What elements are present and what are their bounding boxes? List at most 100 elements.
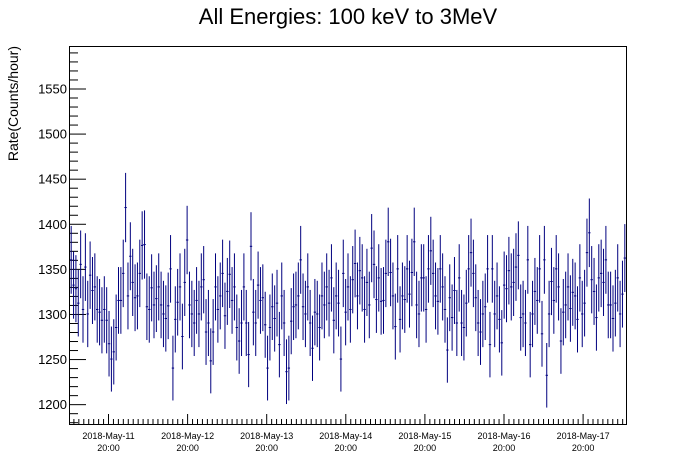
data-point	[344, 278, 347, 346]
data-point	[138, 239, 141, 308]
data-point	[150, 254, 153, 322]
data-point	[491, 235, 494, 303]
x-tick-time-label: 20:00	[335, 443, 358, 453]
data-point	[517, 221, 520, 290]
data-point	[100, 287, 104, 354]
data-point	[543, 225, 546, 294]
data-point	[287, 335, 291, 401]
data-point	[145, 273, 149, 341]
data-point	[122, 239, 125, 308]
data-point	[235, 294, 238, 361]
data-point	[98, 278, 101, 346]
data-point	[249, 212, 253, 281]
data-point	[256, 251, 260, 319]
x-tick-date-label: 2018-May-17	[557, 431, 610, 441]
data-point	[410, 238, 414, 307]
data-point	[592, 257, 596, 325]
data-point	[261, 264, 265, 332]
data-point	[394, 293, 397, 360]
y-axis: 1200 1250 1300 1350 1400 1450 1500 1550	[38, 52, 86, 424]
data-point	[488, 311, 492, 378]
data-point	[599, 239, 603, 308]
data-point	[403, 266, 406, 333]
data-point	[247, 321, 250, 388]
data-point	[578, 244, 582, 312]
data-point	[233, 253, 236, 321]
data-point	[595, 284, 598, 351]
data-point	[81, 276, 85, 343]
data-point	[465, 269, 468, 337]
data-point	[133, 264, 137, 332]
data-point	[431, 239, 435, 308]
data-point	[136, 262, 139, 330]
data-point	[540, 300, 544, 367]
data-point	[297, 262, 300, 330]
data-point	[117, 267, 120, 334]
data-point	[211, 299, 215, 365]
data-point	[188, 271, 191, 339]
data-point	[455, 289, 459, 357]
data-point	[389, 238, 392, 307]
data-point	[524, 289, 527, 357]
y-tick-label: 1200	[38, 397, 67, 412]
data-point	[484, 273, 487, 341]
data-point	[124, 172, 127, 243]
data-point	[590, 246, 593, 314]
data-point	[162, 280, 165, 348]
data-point	[107, 310, 111, 377]
data-point	[273, 285, 276, 352]
data-point	[573, 262, 577, 330]
data-point	[103, 276, 106, 343]
data-point	[84, 233, 87, 301]
data-point	[505, 255, 508, 323]
x-tick-time-label: 20:00	[493, 443, 516, 453]
data-point	[550, 247, 553, 316]
x-tick-time-label: 20:00	[414, 443, 437, 453]
data-point	[96, 276, 99, 343]
data-point	[74, 255, 78, 323]
data-point	[583, 269, 586, 337]
data-point	[569, 275, 572, 342]
data-point	[183, 248, 186, 317]
data-point	[528, 311, 532, 378]
data-point	[571, 258, 574, 326]
data-point	[581, 280, 584, 348]
data-point	[275, 269, 279, 337]
data-point	[597, 244, 600, 312]
data-point	[476, 289, 480, 357]
x-tick-date-label: 2018-May-11	[82, 431, 134, 441]
data-point	[325, 253, 328, 321]
y-tick-label: 1400	[38, 217, 67, 232]
data-point	[311, 315, 314, 381]
data-point	[363, 276, 366, 343]
data-point	[401, 262, 404, 330]
data-point	[358, 236, 362, 305]
data-point	[143, 210, 146, 279]
data-point	[555, 235, 558, 303]
data-point	[271, 273, 274, 341]
data-point	[316, 280, 319, 348]
data-point	[207, 289, 210, 357]
data-point	[382, 267, 385, 334]
data-point	[623, 224, 626, 292]
data-point	[448, 264, 451, 332]
data-point	[181, 303, 184, 370]
data-point	[533, 257, 537, 325]
data-point	[443, 276, 447, 343]
data-point	[193, 289, 196, 357]
data-point	[216, 276, 220, 343]
data-point	[375, 266, 378, 333]
y-tick-label: 1450	[38, 172, 67, 187]
y-tick-label: 1250	[38, 352, 67, 367]
data-point	[609, 271, 612, 339]
data-point	[129, 222, 132, 291]
data-point	[588, 198, 591, 268]
data-point	[195, 267, 198, 334]
data-point	[266, 335, 269, 401]
data-point	[396, 235, 399, 303]
data-point	[611, 285, 615, 352]
data-point	[252, 278, 255, 346]
data-point	[152, 271, 156, 339]
data-point	[219, 262, 222, 330]
data-point	[174, 286, 177, 353]
